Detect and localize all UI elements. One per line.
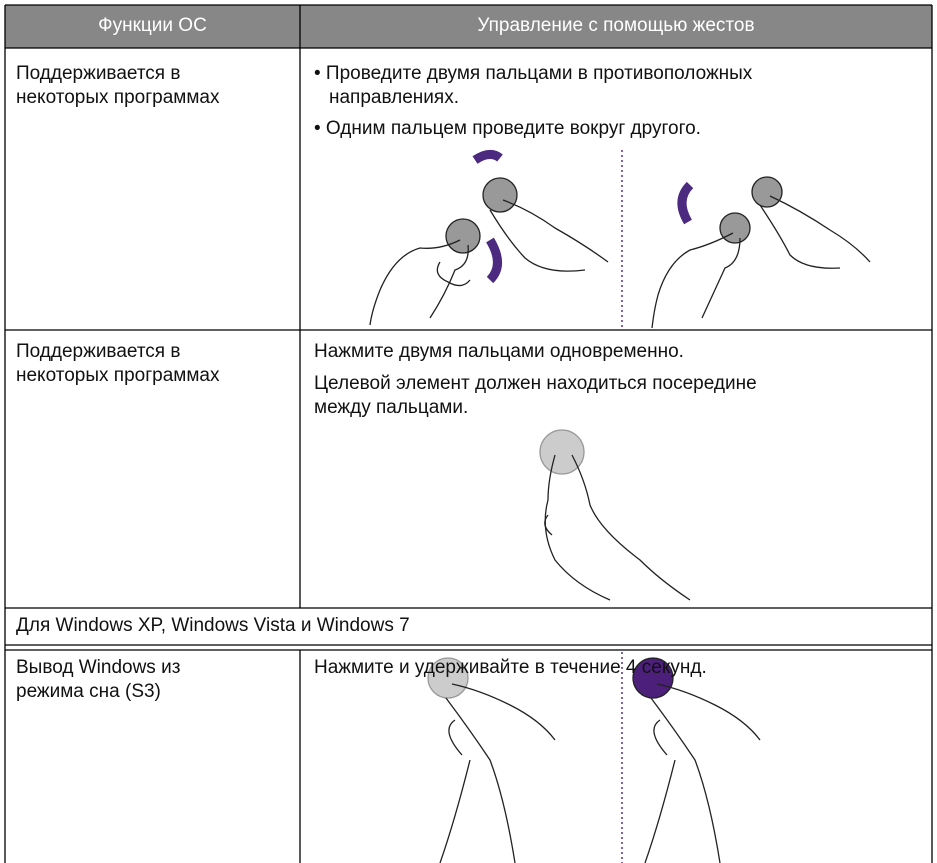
cell-text: Поддерживается в bbox=[16, 341, 181, 362]
bullet-text: направлениях. bbox=[329, 87, 459, 108]
cell-text: Поддерживается в bbox=[16, 63, 181, 84]
cell-text: Нажмите двумя пальцами одновременно. bbox=[314, 341, 684, 362]
bullet-text: • Одним пальцем проведите вокруг другого… bbox=[314, 118, 701, 139]
header-cell: Управление с помощью жестов bbox=[477, 15, 755, 36]
cell-text: режима сна (S3) bbox=[16, 681, 161, 702]
header-cell: Функции ОС bbox=[98, 15, 207, 36]
cell-text: некоторых программах bbox=[16, 87, 220, 108]
cell-text: между пальцами. bbox=[314, 397, 469, 418]
header-bg bbox=[5, 5, 932, 48]
table-lines bbox=[4, 4, 933, 863]
cell-text: некоторых программах bbox=[16, 365, 220, 386]
bullet-text: • Проведите двумя пальцами в противополо… bbox=[314, 63, 753, 84]
illustrations bbox=[369, 150, 871, 863]
section-title: Для Windows XP, Windows Vista и Windows … bbox=[16, 615, 410, 636]
cell-text: Вывод Windows из bbox=[16, 657, 181, 678]
cell-text: Нажмите и удерживайте в течение 4 секунд… bbox=[314, 657, 707, 678]
cell-text: Целевой элемент должен находиться посере… bbox=[314, 373, 757, 394]
